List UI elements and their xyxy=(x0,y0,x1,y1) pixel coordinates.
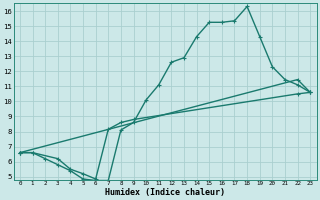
X-axis label: Humidex (Indice chaleur): Humidex (Indice chaleur) xyxy=(105,188,225,197)
